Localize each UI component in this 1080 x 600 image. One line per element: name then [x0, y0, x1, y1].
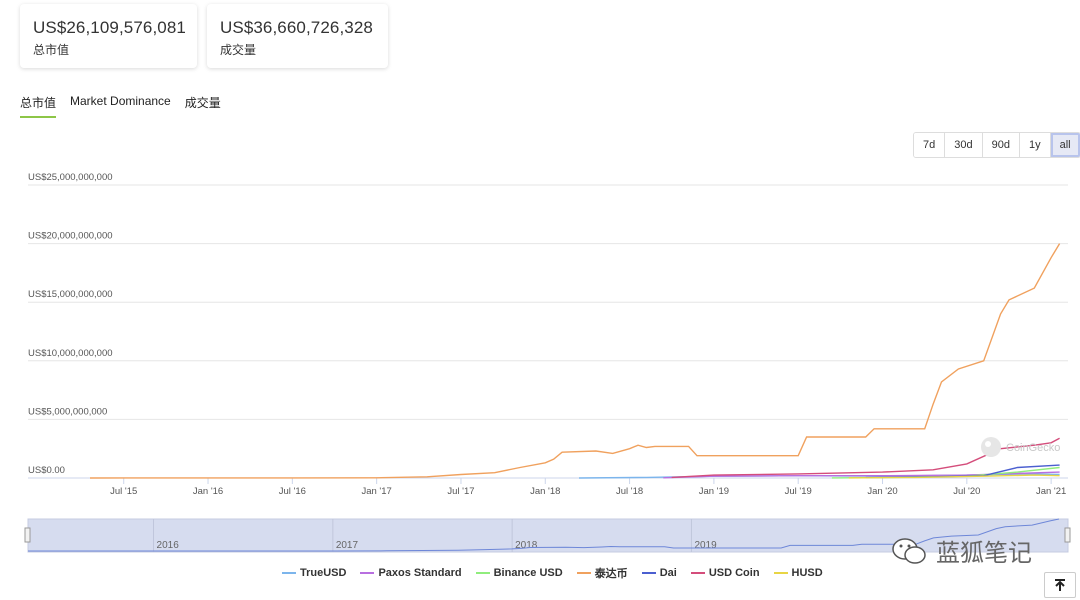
legend-label: HUSD [791, 567, 823, 579]
x-tick-label: Jul '20 [953, 486, 980, 497]
x-tick-label: Jan '18 [530, 486, 560, 497]
navigator-tick-label: 2016 [157, 540, 180, 551]
volume-card: US$36,660,726,328 成交量 [207, 4, 388, 68]
legend-item[interactable]: USD Coin [690, 565, 760, 581]
legend-item[interactable]: Dai [641, 565, 677, 581]
legend-label: USD Coin [708, 567, 760, 579]
time-range-selector: 7d 30d 90d 1y all [913, 132, 1080, 158]
range-1y-button[interactable]: 1y [1019, 133, 1051, 157]
navigator-tick-label: 2018 [515, 540, 538, 551]
x-axis: Jul '15 Jan '16 Jul '16 Jan '17 Jul '17 Jan '… [110, 478, 1066, 497]
watermark-text: 蓝狐笔记 [936, 539, 1032, 567]
y-tick-label: US$20,000,000,000 [28, 231, 113, 242]
x-tick-label: Jan '16 [193, 486, 223, 497]
x-tick-label: Jan '19 [699, 486, 729, 497]
legend-swatch [282, 572, 296, 574]
x-tick-label: Jan '21 [1036, 486, 1066, 497]
x-tick-label: Jul '17 [447, 486, 474, 497]
navigator-tick-label: 2019 [694, 540, 717, 551]
x-tick-label: Jan '17 [361, 486, 391, 497]
series-line-6 [848, 474, 1060, 479]
coingecko-logo-icon [981, 437, 1001, 457]
legend-item[interactable]: 泰达币 [576, 565, 628, 581]
market-cap-card: US$26,109,576,081 总市值 [20, 4, 197, 68]
chart-tabs: 总市值 Market Dominance 成交量 [20, 94, 235, 120]
legend-swatch [475, 572, 490, 574]
x-tick-label: Jul '19 [785, 486, 812, 497]
legend-swatch [690, 572, 705, 574]
x-tick-label: Jul '18 [616, 486, 643, 497]
series-line-0 [578, 473, 1060, 479]
scroll-top-button[interactable] [1044, 572, 1076, 598]
legend-item[interactable]: HUSD [773, 565, 823, 581]
x-tick-label: Jan '20 [867, 486, 897, 497]
x-tick-label: Jul '16 [279, 486, 306, 497]
range-7d-button[interactable]: 7d [914, 133, 946, 157]
y-tick-label: US$15,000,000,000 [28, 289, 113, 300]
legend-swatch [773, 572, 788, 574]
range-90d-button[interactable]: 90d [982, 133, 1020, 157]
wechat-icon [892, 537, 926, 564]
y-tick-label: US$5,000,000,000 [28, 406, 107, 417]
market-cap-value: US$26,109,576,081 [33, 18, 186, 37]
coingecko-logo-text: CoinGecko [1006, 442, 1060, 454]
legend-label: Binance USD [493, 567, 563, 579]
navigator-left-handle [24, 527, 31, 543]
range-30d-button[interactable]: 30d [945, 133, 983, 157]
chart-series [89, 243, 1061, 479]
legend-swatch [360, 572, 375, 574]
range-all-button[interactable]: all [1050, 133, 1080, 157]
legend-label: 泰达币 [594, 568, 628, 580]
series-line-1 [663, 471, 1060, 479]
series-line-5 [671, 437, 1060, 479]
chart-grid [28, 184, 1068, 479]
x-tick-label: Jul '15 [110, 486, 137, 497]
series-line-2 [831, 466, 1060, 479]
navigator-right-handle [1064, 527, 1071, 543]
volume-value: US$36,660,726,328 [220, 18, 373, 37]
market-cap-label: 总市值 [33, 43, 70, 57]
y-axis: US$0.00 US$5,000,000,000 US$10,000,000,000… [28, 172, 113, 476]
series-line-4 [865, 464, 1060, 479]
series-line-3 [89, 243, 1061, 479]
legend-swatch [576, 572, 591, 574]
volume-label: 成交量 [220, 43, 257, 57]
y-tick-label: US$0.00 [28, 465, 65, 476]
arrow-up-icon [1055, 579, 1065, 591]
legend-swatch [641, 572, 656, 574]
legend-label: Dai [659, 567, 677, 579]
tab-market-dominance[interactable]: Market Dominance [70, 94, 171, 108]
y-tick-label: US$25,000,000,000 [28, 172, 113, 183]
legend-item[interactable]: TrueUSD [282, 565, 346, 581]
navigator-tick-label: 2017 [336, 540, 359, 551]
watermark: 蓝狐笔记 [890, 533, 1032, 568]
legend-label: Paxos Standard [378, 567, 462, 579]
legend-item[interactable]: Binance USD [475, 565, 563, 581]
tab-volume[interactable]: 成交量 [184, 96, 221, 110]
legend-item[interactable]: Paxos Standard [360, 565, 462, 581]
coingecko-logo: CoinGecko [981, 437, 1060, 457]
tab-market-cap[interactable]: 总市值 [20, 94, 57, 118]
legend-label: TrueUSD [300, 567, 347, 579]
y-tick-label: US$10,000,000,000 [28, 348, 113, 359]
chart-legend: TrueUSD Paxos Standard Binance USD 泰达币 Dai US… [282, 565, 837, 581]
